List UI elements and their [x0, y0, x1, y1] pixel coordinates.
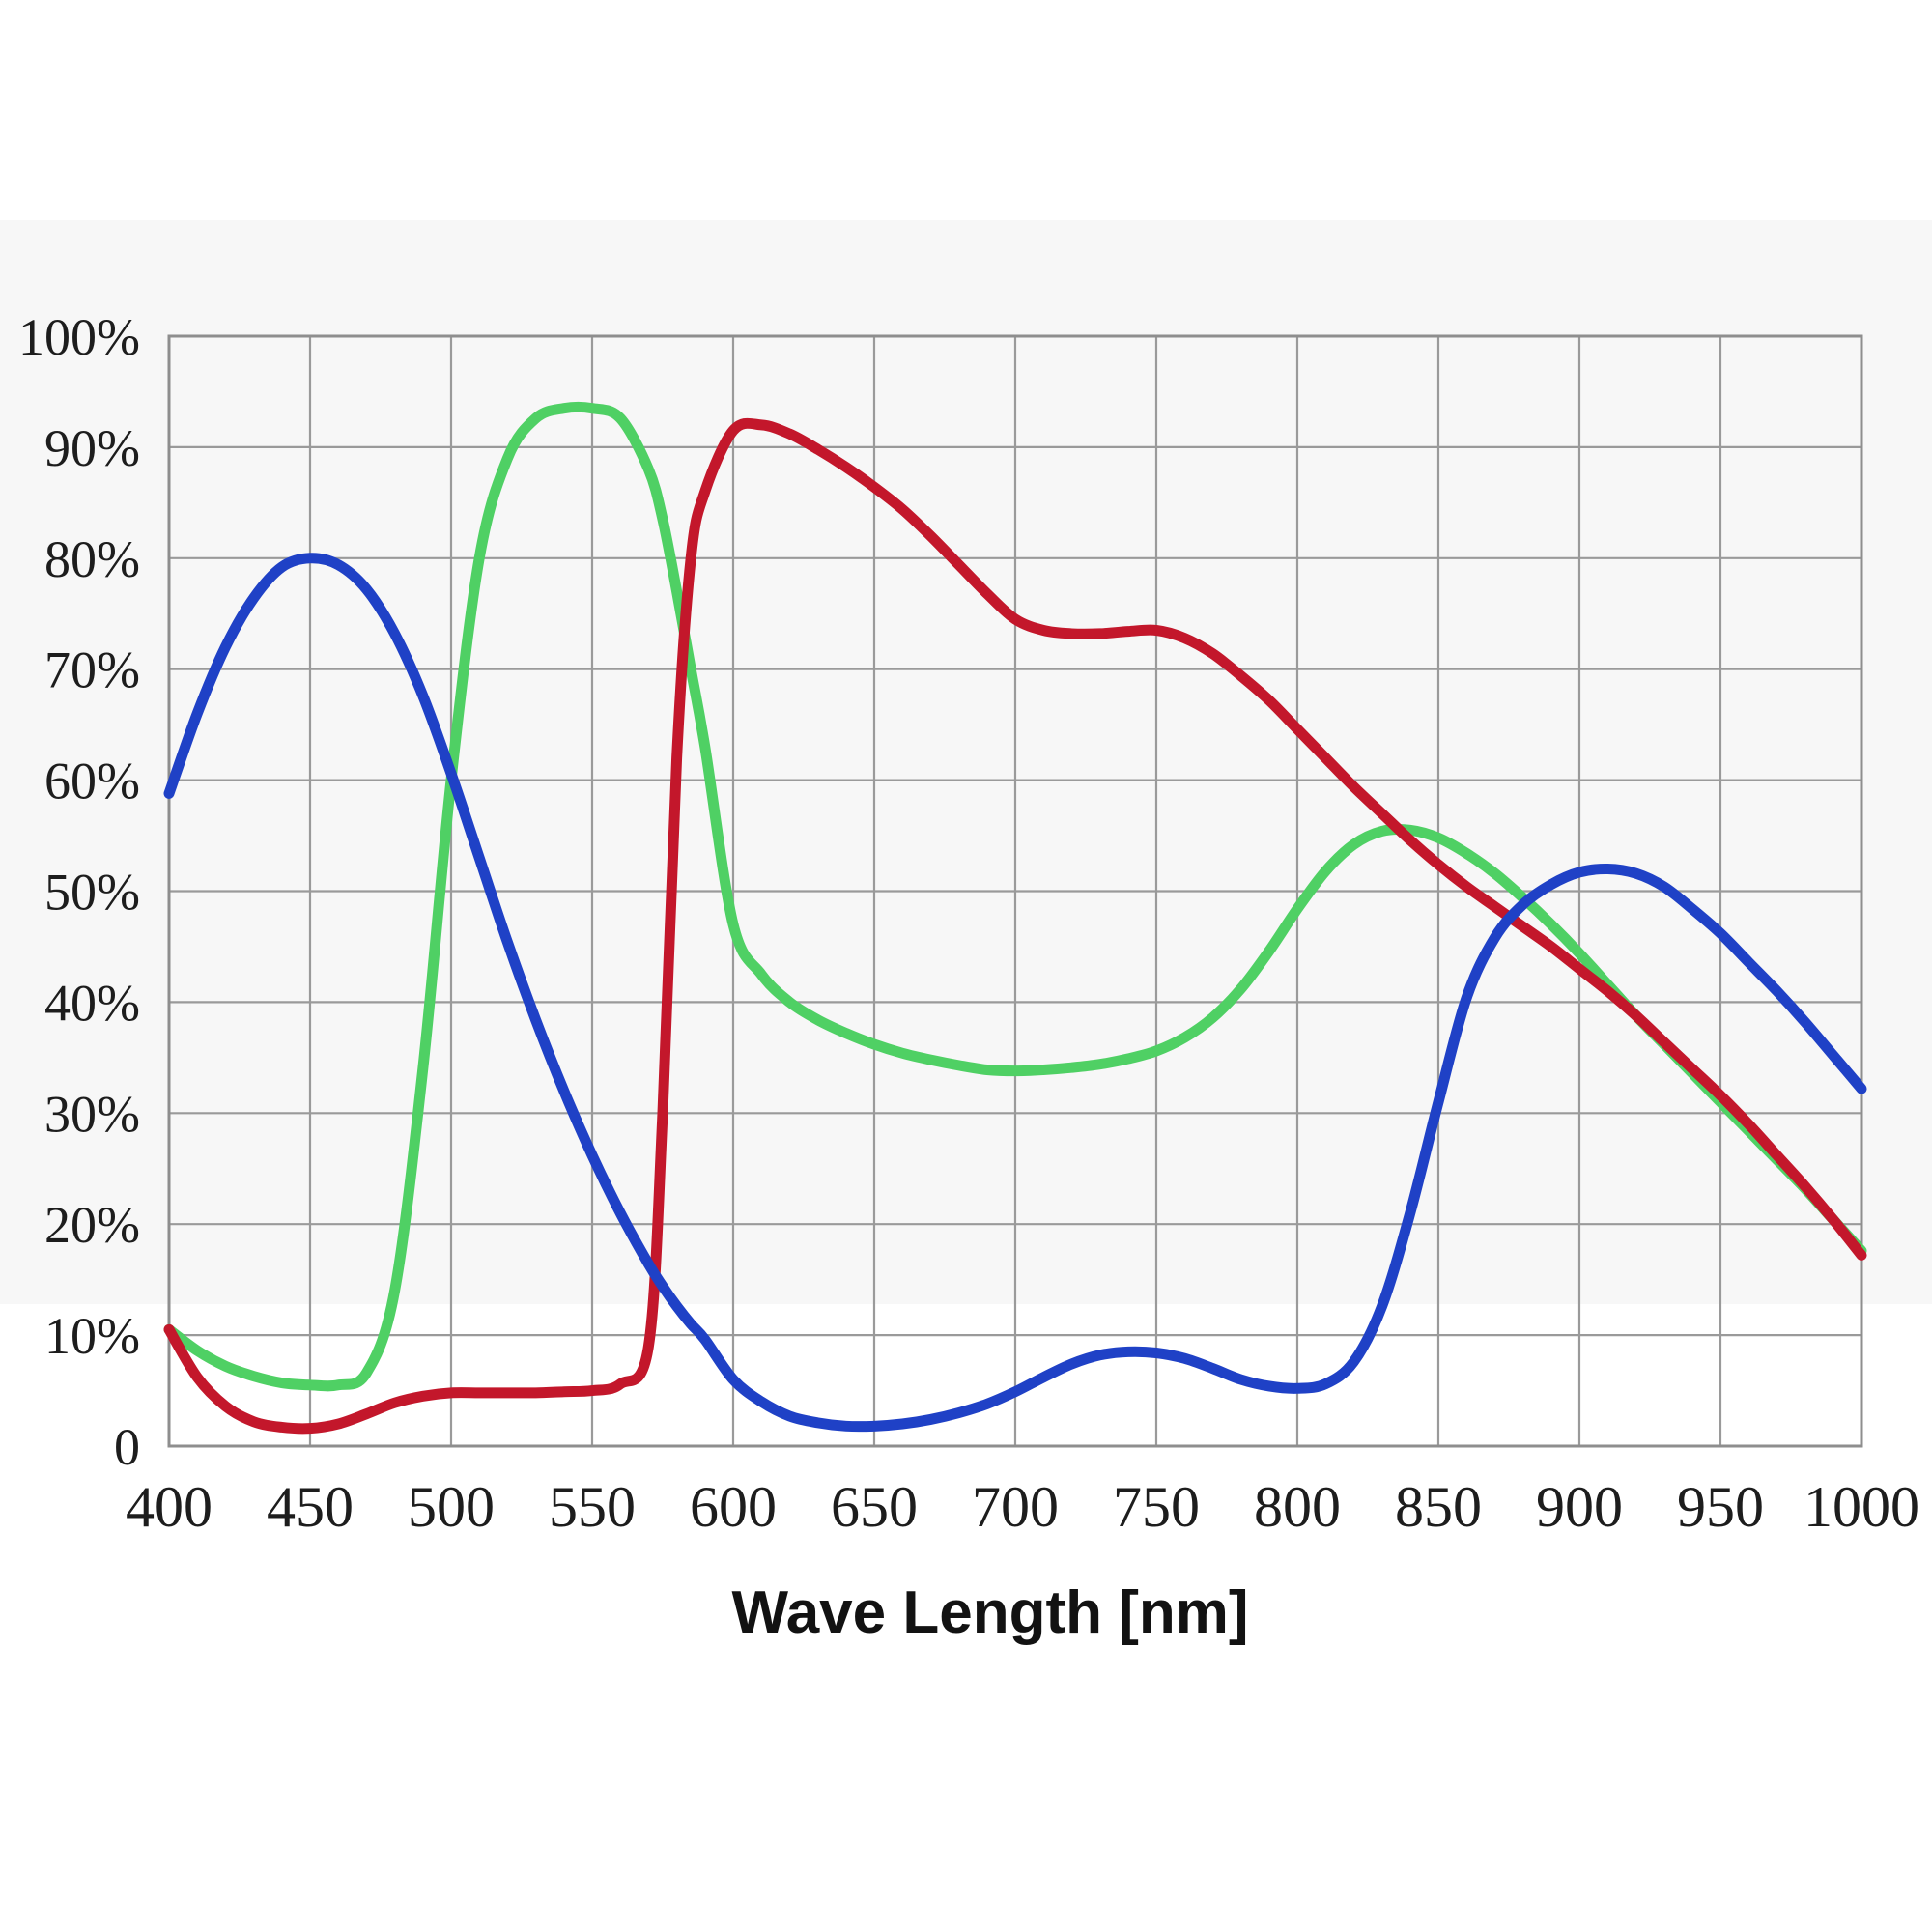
- x-axis-tick-labels: 400 450 500 550 600 650 700 750 800 850 900 950 1000: [126, 1475, 1919, 1539]
- x-axis-tick-label: 600: [690, 1475, 777, 1539]
- x-axis-tick-label: 450: [267, 1475, 354, 1539]
- chart-canvas-card: [0, 220, 1932, 1304]
- y-axis-tick-labels: 0 10% 20% 30% 40% 50% 60% 70% 80% 90% 100%: [18, 308, 140, 1476]
- y-axis-tick-label: 60%: [44, 753, 140, 810]
- x-axis-tick-label: 1000: [1804, 1475, 1919, 1539]
- series-line-green: [163, 401, 1867, 1392]
- x-axis-tick-label: 900: [1536, 1475, 1623, 1539]
- vertical-gridlines: [308, 336, 1722, 1446]
- x-axis-tick-label: 850: [1395, 1475, 1482, 1539]
- x-axis-tick-label: 650: [831, 1475, 918, 1539]
- x-axis-tick-label: 700: [972, 1475, 1059, 1539]
- x-axis-tick-label: 500: [408, 1475, 495, 1539]
- x-axis-tick-label: 750: [1113, 1475, 1200, 1539]
- x-axis-tick-label: 400: [126, 1475, 213, 1539]
- series-line-blue: [163, 553, 1867, 1433]
- y-axis-tick-label: 20%: [44, 1196, 140, 1254]
- series-line-red: [163, 417, 1867, 1435]
- y-axis-tick-label: 100%: [18, 308, 140, 366]
- y-axis-tick-label: 10%: [44, 1307, 140, 1365]
- plot-area-border: [167, 334, 1863, 1448]
- y-axis-tick-label: 80%: [44, 530, 140, 588]
- y-axis-tick-label: 50%: [44, 864, 140, 922]
- x-axis-tick-label: 950: [1677, 1475, 1764, 1539]
- x-axis-title: Wave Length [nm]: [731, 1579, 1248, 1646]
- y-axis-tick-label: 30%: [44, 1085, 140, 1143]
- y-axis-tick-label: 90%: [44, 419, 140, 477]
- x-axis-tick-label: 800: [1254, 1475, 1341, 1539]
- y-axis-tick-label: 40%: [44, 974, 140, 1032]
- y-axis-tick-label: 0: [114, 1418, 140, 1476]
- y-axis-tick-label: 70%: [44, 641, 140, 699]
- data-series-group: [163, 401, 1867, 1435]
- x-axis-tick-label: 550: [549, 1475, 636, 1539]
